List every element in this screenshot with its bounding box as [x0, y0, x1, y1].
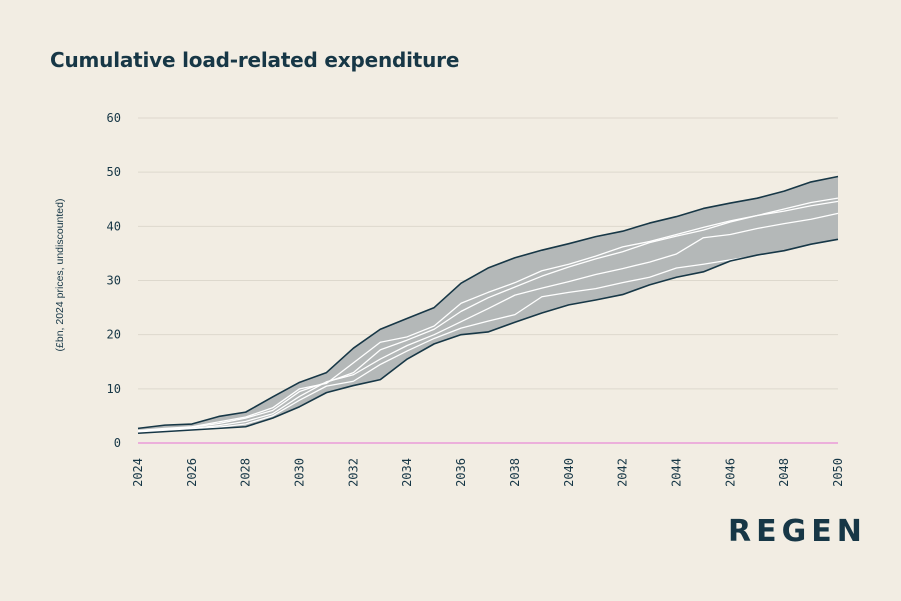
x-tick-label: 2030: [293, 458, 307, 487]
x-tick-label: 2038: [508, 458, 522, 487]
x-tick-label: 2048: [777, 458, 791, 487]
y-tick-label: 60: [107, 111, 121, 125]
y-tick-label: 50: [107, 165, 121, 179]
y-tick-label: 10: [107, 382, 121, 396]
x-tick-label: 2028: [239, 458, 253, 487]
y-tick-label: 30: [107, 274, 121, 288]
scenario-line-1: [137, 197, 839, 432]
x-tick-label: 2046: [723, 458, 737, 487]
x-tick-label: 2050: [831, 458, 845, 487]
range-band-area: [138, 176, 838, 434]
y-tick-label: 40: [107, 219, 121, 233]
scenario-lines: [137, 175, 839, 435]
x-tick-label: 2036: [454, 458, 468, 487]
scenario-line-3: [137, 212, 839, 433]
y-tick-label: 20: [107, 328, 121, 342]
x-tick-label: 2042: [616, 458, 630, 487]
scenario-range-band: [138, 176, 838, 434]
x-tick-label: 2040: [562, 458, 576, 487]
scenario-line-2: [137, 200, 839, 432]
x-tick-label: 2024: [131, 458, 145, 487]
scenario-line-4: [137, 238, 839, 434]
regen-logo: REGEN: [728, 514, 867, 549]
x-tick-label: 2026: [185, 458, 199, 487]
band-lower-line: [137, 238, 839, 435]
x-tick-label: 2034: [400, 458, 414, 487]
y-tick-label: 0: [114, 436, 121, 450]
band-upper-line: [137, 175, 839, 430]
chart-title: Cumulative load-related expenditure: [50, 48, 460, 72]
x-tick-label: 2032: [346, 458, 360, 487]
x-tick-label: 2044: [669, 458, 683, 487]
